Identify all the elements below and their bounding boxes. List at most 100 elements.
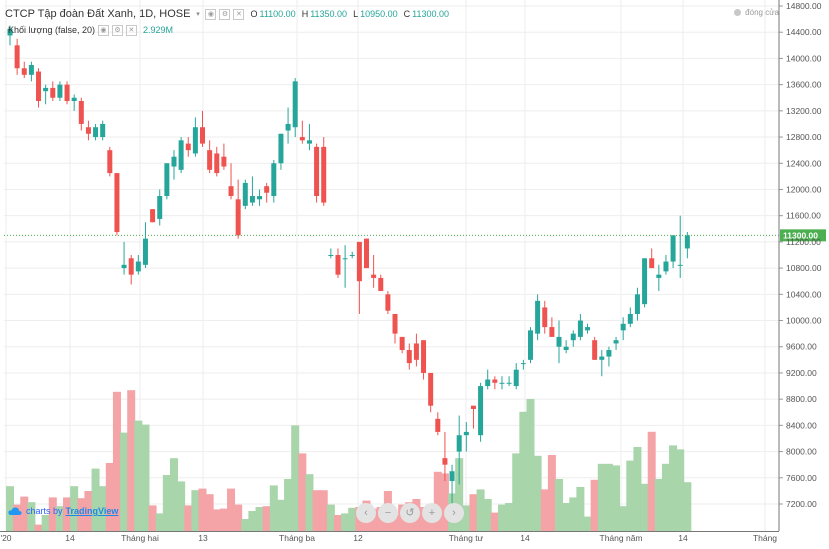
settings-icon[interactable]: ⚙ (219, 8, 231, 20)
candle (328, 248, 334, 259)
candle-body (435, 418, 441, 432)
candle-body (43, 87, 49, 92)
candle (592, 336, 598, 360)
volume-bar (526, 399, 535, 531)
candle-body (185, 143, 191, 151)
candle (356, 241, 362, 314)
candle (620, 317, 626, 341)
candle-body (478, 386, 484, 436)
candle (627, 307, 633, 328)
candle (285, 107, 291, 144)
close-icon[interactable]: ✕ (125, 24, 137, 36)
volume-bar (455, 458, 464, 531)
eye-icon[interactable]: ◉ (97, 24, 109, 36)
volume-bar (134, 420, 143, 531)
candle (85, 120, 91, 141)
volume-bar (55, 506, 64, 531)
candle (520, 359, 526, 370)
candle (349, 251, 355, 259)
scroll-left-button[interactable]: ‹ (356, 503, 376, 523)
candle-body (50, 87, 56, 98)
candle-body (314, 146, 320, 197)
candle-body (506, 382, 512, 384)
volume-bar (576, 487, 585, 531)
zoom-out-button[interactable]: − (378, 503, 398, 523)
volume-bar (626, 460, 635, 531)
last-price-badge (780, 229, 826, 242)
volume-header: Khối lượng (false, 20) ◉ ⚙ ✕ 2.929M (8, 22, 173, 38)
candle-body (684, 235, 690, 249)
eye-icon[interactable]: ◉ (205, 8, 217, 20)
price-tick-label: 14800.00 (786, 1, 822, 11)
ohlc-open-key: O (250, 9, 258, 19)
volume-bar (184, 505, 193, 531)
candle-body (556, 336, 562, 347)
volume-bar (276, 499, 285, 531)
candle-body (371, 274, 377, 278)
ohlc-close-value: 11300.00 (412, 9, 449, 19)
volume-bar (120, 432, 129, 531)
candle-body (442, 458, 448, 465)
candle-body (285, 123, 291, 131)
scroll-right-button[interactable]: › (444, 503, 464, 523)
candle-body (406, 350, 412, 364)
volume-bar (683, 482, 692, 531)
candle (342, 245, 348, 288)
candle-body (28, 64, 34, 75)
volume-bar (84, 491, 93, 531)
chevron-down-icon[interactable]: ▾ (196, 10, 200, 18)
candle-body (663, 261, 669, 272)
candle (599, 350, 605, 377)
volume-bar (162, 475, 171, 531)
chart-nav-buttons: ‹ − ↺ + › (356, 503, 464, 523)
candle-body (171, 156, 177, 167)
ohlc-high-value: 11350.00 (310, 9, 348, 19)
candle-body (164, 163, 170, 197)
ohlc-high-key: H (301, 9, 309, 19)
watermark[interactable]: charts by TradingView (8, 506, 118, 516)
candle (271, 159, 277, 203)
candle (428, 372, 434, 413)
cloud-icon (8, 507, 22, 515)
candle (192, 117, 198, 157)
volume-bar (555, 479, 564, 531)
candle-body (585, 327, 591, 331)
volume-bar (291, 425, 300, 531)
close-icon[interactable]: ✕ (233, 8, 245, 20)
candle (442, 431, 448, 482)
reset-button[interactable]: ↺ (400, 503, 420, 523)
candle (57, 81, 63, 102)
candle (392, 313, 398, 344)
volume-bar (112, 391, 121, 531)
candle-body (421, 340, 427, 373)
volume-bar (490, 512, 499, 531)
candle (278, 133, 284, 170)
candle (221, 143, 227, 170)
candle-body (542, 307, 548, 328)
candle-body (378, 277, 384, 292)
settings-icon[interactable]: ⚙ (111, 24, 123, 36)
candle (570, 330, 576, 347)
time-tick-label: Tháng năm (600, 533, 643, 543)
candle-body (335, 255, 341, 275)
candle (178, 137, 184, 174)
zoom-in-button[interactable]: + (422, 503, 442, 523)
time-tick-label: Tháng tư (449, 533, 484, 543)
candle-body (413, 343, 419, 360)
candle (28, 61, 34, 82)
candle-body (78, 101, 84, 124)
candle-body (271, 163, 277, 197)
candle-body (499, 382, 505, 384)
candle (64, 81, 70, 105)
price-tick-label: 12000.00 (786, 184, 822, 194)
ohlc-low-key: L (353, 9, 359, 19)
volume-bar (469, 494, 478, 531)
candle (157, 189, 163, 226)
candle (634, 287, 640, 321)
watermark-brand[interactable]: TradingView (65, 506, 119, 516)
candle-body (128, 258, 134, 275)
volume-bar (198, 488, 207, 531)
